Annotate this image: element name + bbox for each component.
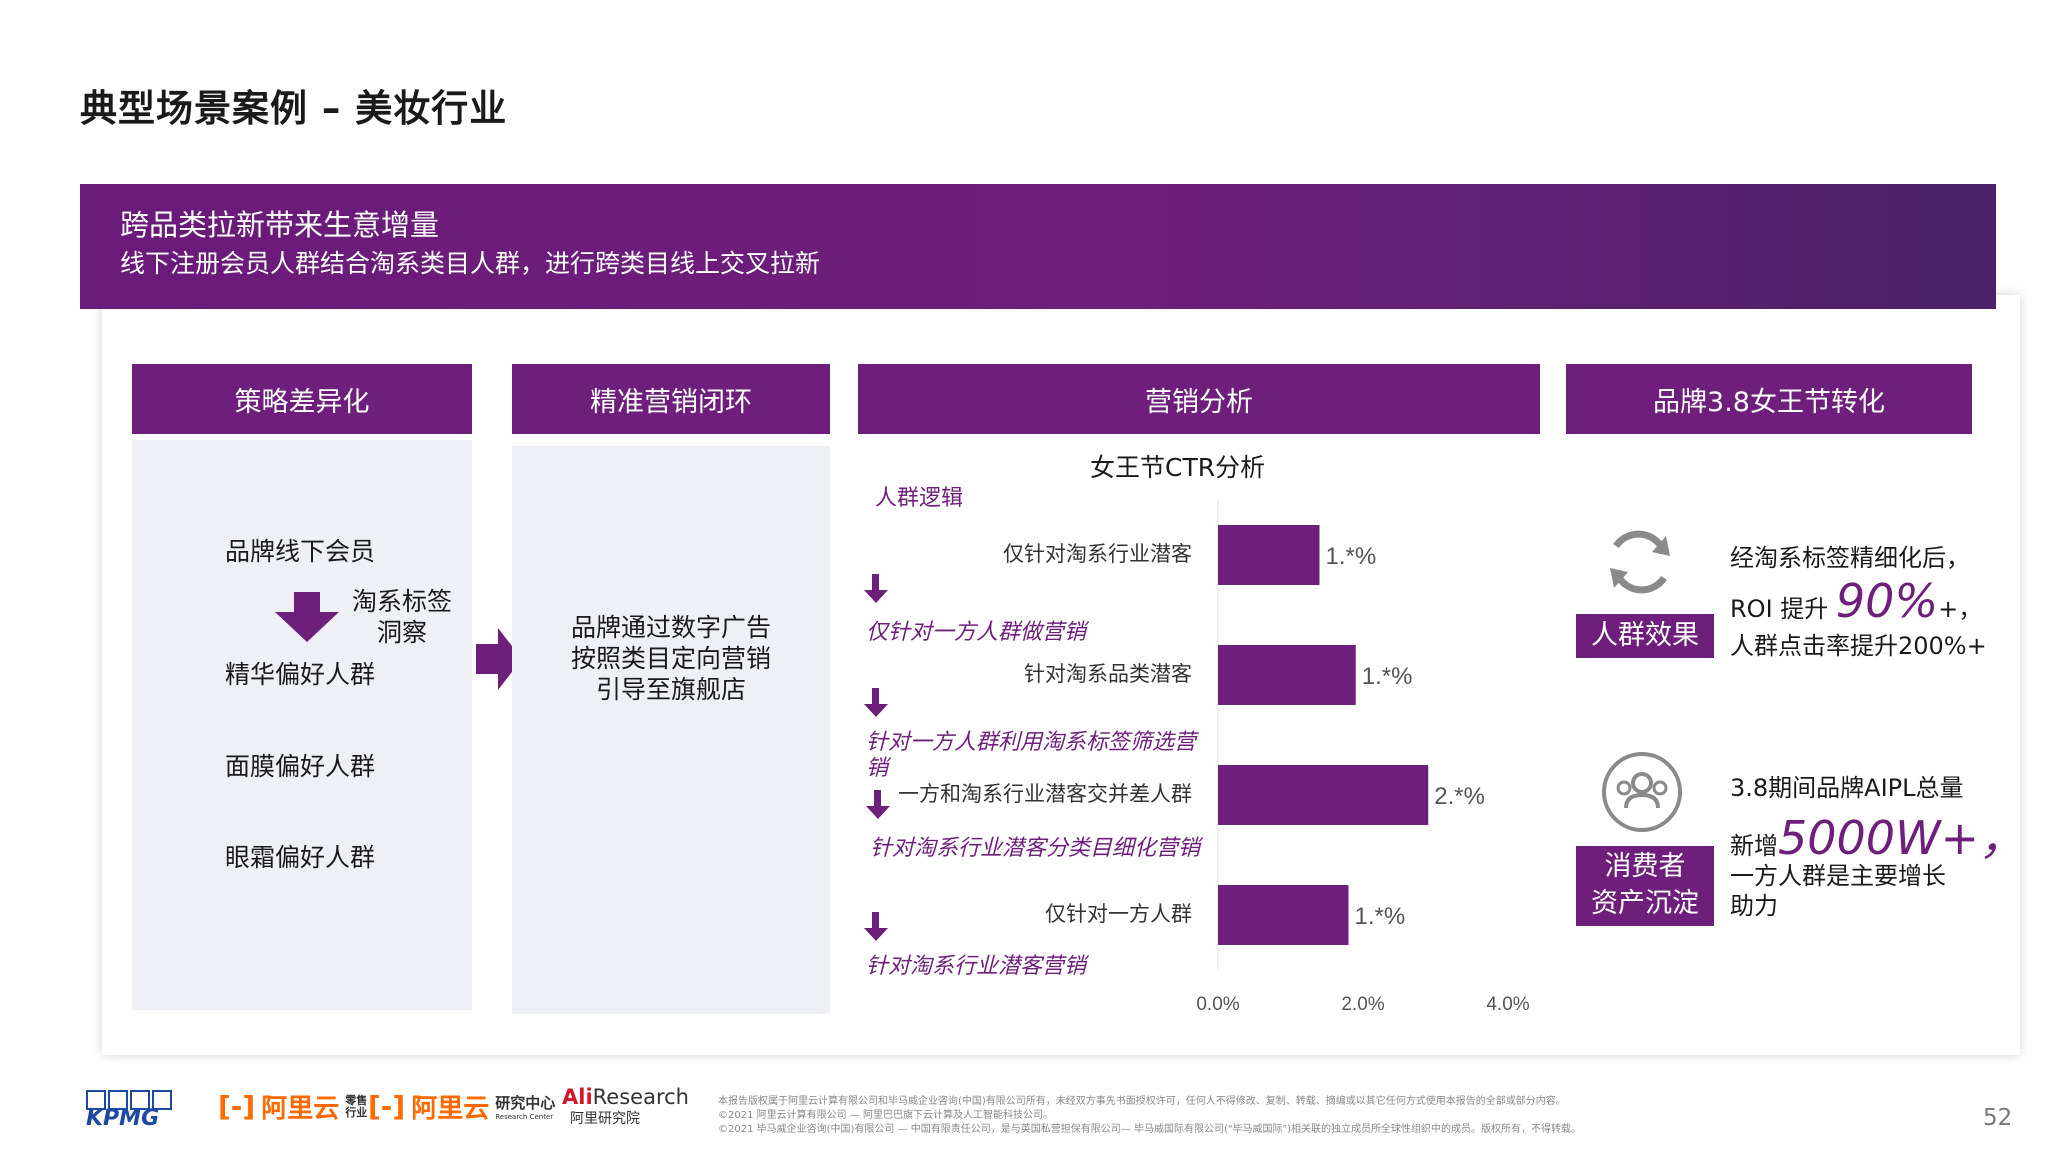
chart-category-label: 仅针对淘系行业潜客 xyxy=(1003,542,1192,566)
aliyun-research-tag: 研究中心 xyxy=(495,1094,556,1112)
loop-description: 品牌通过数字广告 按照类目定向营销 引导至旗舰店 xyxy=(512,612,830,705)
tag-consumer-assets-line2: 资产沉淀 xyxy=(1591,888,1699,919)
banner-subtitle: 线下注册会员人群结合淘系类目人群，进行跨类目线上交叉拉新 xyxy=(120,249,821,278)
chart-title: 女王节CTR分析 xyxy=(1090,453,1266,482)
insight-label-line2: 洞察 xyxy=(376,618,427,647)
kpmg-logo: KPMG xyxy=(86,1090,176,1131)
aliyun-bracket-icon: [-] xyxy=(368,1090,406,1123)
loop-line-2: 按照类目定向营销 xyxy=(570,644,771,673)
chart-tick-label: 2.0% xyxy=(1341,994,1384,1015)
chart-tick-label: 4.0% xyxy=(1486,994,1529,1015)
chart-tick-label: 0.0% xyxy=(1196,994,1239,1015)
chart-value-label: 1.*% xyxy=(1362,663,1413,690)
crowd-step-3: 针对淘系行业潜客分类目细化营销 xyxy=(870,836,1201,861)
alireseach-research: Research xyxy=(592,1085,689,1109)
copyright-line-2: ©2021 阿里云计算有限公司 — 阿里巴巴旗下云计算及人工智能科技公司。 xyxy=(718,1110,1053,1121)
aliyun-bracket-icon: [-] xyxy=(218,1090,256,1123)
chart-value-label: 2.*% xyxy=(1434,783,1485,810)
column-header-analysis: 营销分析 xyxy=(858,364,1540,434)
strategy-item-essence: 精华偏好人群 xyxy=(225,660,376,689)
users-icon xyxy=(1602,752,1682,832)
chart-bar xyxy=(1218,645,1356,705)
page-number: 52 xyxy=(1983,1105,2013,1131)
aipl-prefix: 新增 xyxy=(1730,832,1778,860)
banner-title: 跨品类拉新带来生意增量 xyxy=(120,208,440,242)
alireseach-ali: Ali xyxy=(562,1085,593,1109)
result-1-line-3: 人群点击率提升200%+ xyxy=(1730,632,1987,660)
step-arrow-icon-3 xyxy=(866,790,890,819)
loop-panel xyxy=(512,446,830,1014)
column-header-strategy: 策略差异化 xyxy=(132,364,472,434)
kpmg-wordmark: KPMG xyxy=(86,1106,160,1131)
loop-line-1: 品牌通过数字广告 xyxy=(570,613,771,642)
result-2-line-4: 助力 xyxy=(1730,892,1778,920)
result-1-line-2: ROI 提升 90%+， xyxy=(1730,574,1982,628)
tag-consumer-assets: 消费者 资产沉淀 xyxy=(1576,846,1714,926)
down-arrow-icon xyxy=(275,592,339,642)
result-1-line-1: 经淘系标签精细化后， xyxy=(1730,544,1970,572)
roi-value: 90% xyxy=(1835,574,1939,628)
chart-bar xyxy=(1218,525,1320,585)
insight-label-line1: 淘系标签 xyxy=(352,587,453,616)
aliyun-research-logo: [-] 阿里云 研究中心 Research Center xyxy=(368,1088,555,1125)
step-arrow-icon-1 xyxy=(864,574,888,603)
strategy-item-eye-cream: 眼霜偏好人群 xyxy=(225,843,376,872)
crowd-step-4: 针对淘系行业潜客营销 xyxy=(866,954,1087,979)
right-arrow-icon xyxy=(476,628,522,690)
step-arrow-icon-4 xyxy=(864,912,888,941)
chart-category-label: 仅针对一方人群 xyxy=(1045,902,1192,926)
banner: 跨品类拉新带来生意增量 线下注册会员人群结合淘系类目人群，进行跨类目线上交叉拉新 xyxy=(80,184,1996,309)
aliyun-research-sub: Research Center xyxy=(495,1113,554,1121)
roi-suffix: +， xyxy=(1938,595,1983,623)
copyright-note: 本报告版权属于阿里云计算有限公司和毕马威企业咨询(中国)有限公司所有，未经双方事… xyxy=(718,1095,1768,1137)
chart-category-label: 针对淘系品类潜客 xyxy=(1024,662,1192,686)
ctr-bar-chart: 1.*% 1.*% 2.*% 1.*% 0.0% 2.0% 4.0% xyxy=(1196,500,1530,1015)
aliyun-retail-tag: 零售行业 xyxy=(345,1093,368,1119)
result-2-line-1: 3.8期间品牌AIPL总量 xyxy=(1730,774,1964,802)
tag-consumer-assets-line1: 消费者 xyxy=(1604,851,1686,882)
alireseach-logo: AliResearch 阿里研究院 xyxy=(562,1086,689,1128)
crowd-logic-label: 人群逻辑 xyxy=(875,486,964,511)
aipl-value: 5000W+， xyxy=(1778,811,2026,865)
loop-line-3: 引导至旗舰店 xyxy=(595,675,746,704)
crowd-step-2-line1: 针对一方人群利用淘系标签筛选营 xyxy=(866,730,1197,755)
refresh-icon xyxy=(1610,530,1670,594)
step-arrow-icon-2 xyxy=(864,688,888,717)
result-2-line-3: 一方人群是主要增长 xyxy=(1730,862,1946,890)
tag-crowd-effect: 人群效果 xyxy=(1576,614,1714,658)
crowd-step-2-line2: 销 xyxy=(866,756,889,781)
chart-value-label: 1.*% xyxy=(1355,903,1406,930)
copyright-line-3: ©2021 毕马威企业咨询(中国)有限公司 — 中国有限责任公司，是与英国私营担… xyxy=(718,1124,1581,1135)
column-header-loop: 精准营销闭环 xyxy=(512,364,830,434)
strategy-item-mask: 面膜偏好人群 xyxy=(225,752,376,781)
chart-category-label: 一方和淘系行业潜客交并差人群 xyxy=(898,782,1192,806)
crowd-step-1: 仅针对一方人群做营销 xyxy=(866,620,1087,645)
chart-bar xyxy=(1218,765,1429,825)
aliyun-wordmark-2: 阿里云 xyxy=(411,1094,490,1124)
result-2-line-2: 新增5000W+， xyxy=(1730,802,2025,868)
alireseach-sub: 阿里研究院 xyxy=(570,1111,640,1127)
strategy-panel xyxy=(132,440,472,1010)
roi-prefix: ROI 提升 xyxy=(1730,595,1836,623)
aliyun-retail-logo: [-] 阿里云 零售行业 xyxy=(218,1088,369,1125)
aliyun-wordmark-1: 阿里云 xyxy=(261,1094,340,1124)
chart-value-label: 1.*% xyxy=(1326,543,1377,570)
strategy-item-offline-members: 品牌线下会员 xyxy=(225,537,376,566)
chart-bar xyxy=(1218,885,1349,945)
page-title: 典型场景案例 – 美妆行业 xyxy=(80,87,508,130)
column-header-conversion: 品牌3.8女王节转化 xyxy=(1566,364,1972,434)
copyright-line-1: 本报告版权属于阿里云计算有限公司和毕马威企业咨询(中国)有限公司所有，未经双方事… xyxy=(718,1096,1566,1107)
